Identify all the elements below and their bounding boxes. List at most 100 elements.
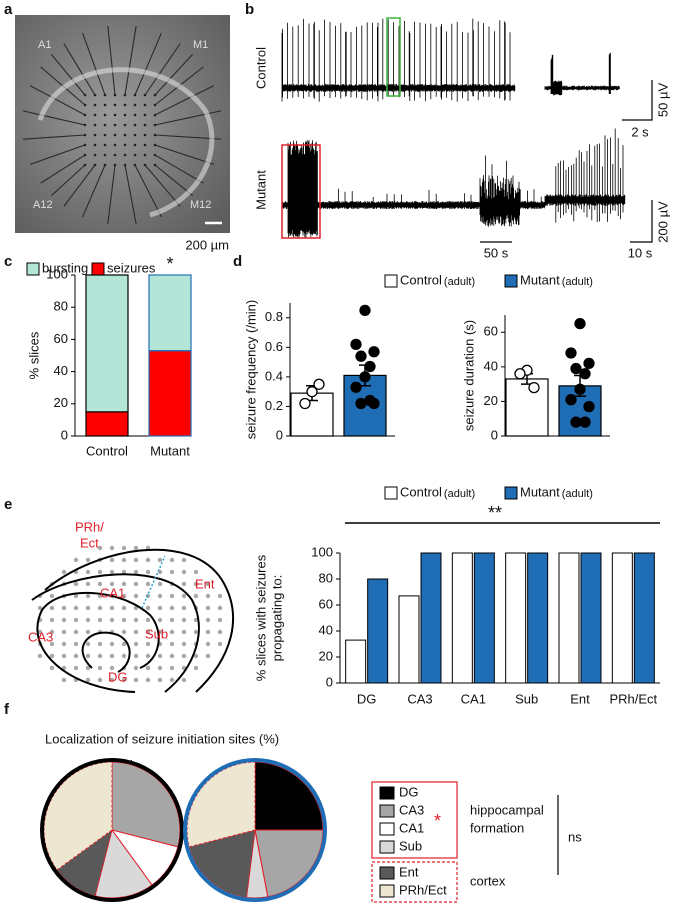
electrode-dot [157,593,163,599]
electrode-dot [73,557,79,563]
scale-label: 200 µm [185,237,229,252]
electrode-dot [157,581,163,587]
electrode-dot [109,557,115,563]
scale-bar [622,80,653,121]
electrode [153,133,157,137]
region-label: CA1 [100,585,125,600]
electrode [123,123,127,127]
electrode [143,103,147,107]
electrode-dot [85,677,91,683]
electrode [93,103,97,107]
electrode-track [154,110,222,126]
x-tick-label: PRh/Ect [609,691,657,706]
region-label: CA3 [28,629,53,644]
trace [281,140,546,238]
trace-label: Control [253,47,268,89]
electrode-dot [181,629,187,635]
electrode-track [82,32,106,96]
electrode-dot [85,653,91,659]
data-point [579,368,591,380]
electrode-dot [109,677,115,683]
y-tick-label: 20 [484,393,498,408]
electrode-dot [61,569,67,575]
electrode-track [124,164,137,225]
electrode-dot [145,653,151,659]
electrode [113,143,117,147]
bar-segment [85,274,129,413]
data-point [350,338,362,351]
y-tick-label: 40 [319,622,333,637]
data-point [583,357,595,370]
data-point [583,400,595,413]
electrode-dot [193,653,199,659]
electrode-dot [193,569,199,575]
electrode-dot [181,653,187,659]
electrode-dot [85,593,91,599]
electrode-dot [205,617,211,623]
data-point [355,350,367,362]
electrode [143,113,147,117]
legend-label: Control [400,484,442,499]
electrode-dot [97,605,103,611]
pie-slice [245,829,269,899]
electrode-dot [193,665,199,671]
electrode-track [29,85,86,116]
legend-swatch [379,822,395,836]
pie-slice [43,761,113,871]
electrode-dot [133,569,139,575]
electrode [103,103,107,107]
electrode-track [154,144,215,165]
data-point [364,360,376,373]
electrode-dot [97,617,103,623]
electrode-dot [145,581,151,587]
electrode-dot [61,605,67,611]
traces [281,18,626,238]
hippocampus-diagram [37,545,223,683]
y-tick-label: 0 [276,427,283,442]
electrode-dot [49,617,55,623]
electrode-dot [133,545,139,551]
legend-label: DG [399,784,419,799]
electrode-dot [193,629,199,635]
electrode-dot [133,641,139,647]
electrode-dot [217,641,223,647]
electrode-track [82,164,106,218]
region-label: DG [108,669,128,684]
electrode-dot [97,665,103,671]
bar [611,552,633,684]
inset-box [386,17,401,97]
pie-ring [40,758,184,902]
panel-letter: f [4,701,10,718]
bar-segment [85,411,129,437]
legend-swatch [26,262,40,276]
electrode-dot [85,581,91,587]
electrode-dot [73,653,79,659]
electrode [123,163,127,167]
x-tick-label: Ent [570,691,590,706]
electrode-dot [181,557,187,563]
data-point [565,394,577,406]
electrode-dot [109,569,115,575]
electrode [93,93,97,97]
electrode [143,153,147,157]
electrode-dot [205,629,211,635]
electrode [93,113,97,117]
electrode-dot [121,605,127,611]
y-axis-label: % slices with seizures [253,554,268,681]
electrode [143,143,147,147]
section-title: Localization of seizure initiation sites… [45,731,279,746]
electrode-dot [121,581,127,587]
electrode-dot [85,665,91,671]
electrode [123,153,127,157]
panel-letter: c [4,253,12,270]
electrode-dot [37,605,43,611]
group-label: cortex [470,873,506,888]
electrode [113,133,117,137]
electrode [83,123,87,127]
bar [558,385,602,437]
y-tick-label: 100 [46,266,68,281]
electrode-dot [157,557,163,563]
y-axis-label: seizure frequency (/min) [243,300,258,439]
electrode-dot [169,665,175,671]
electrode-dot [205,641,211,647]
